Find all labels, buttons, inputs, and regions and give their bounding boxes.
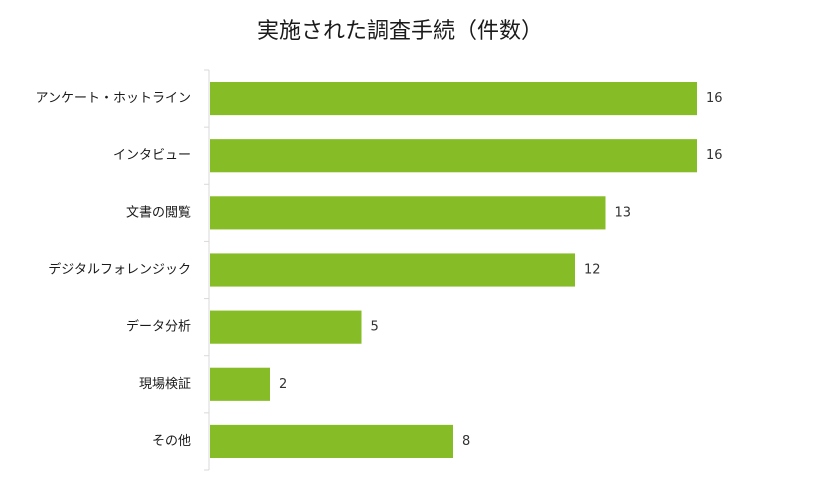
bars-layer [210,82,697,458]
bar-6 [210,367,270,401]
category-label: インタビュー [113,148,191,163]
data-label: 13 [615,205,632,220]
category-label: アンケート・ホットライン [36,91,191,106]
data-label: 2 [279,377,287,392]
bar-3 [210,196,606,230]
labels-layer: アンケート・ホットライン 16 インタビュー 16 文書の閲覧 13 デジタルフォレンジック… [36,91,723,449]
chart-title: 実施された調査手続（件数） [257,19,543,44]
data-label: 5 [371,320,379,335]
data-label: 12 [584,263,601,278]
bar-2 [210,139,697,173]
category-label: データ分析 [126,319,191,335]
data-label: 8 [462,434,470,449]
category-label: 文書の閲覧 [126,204,191,220]
category-label: デジタルフォレンジック [48,262,191,278]
axis-layer [204,69,210,471]
category-label: その他 [152,434,191,449]
category-label: 現場検証 [139,377,191,392]
bar-4 [210,253,575,287]
bar-5 [210,310,362,344]
bar-1 [210,82,697,116]
bar-7 [210,424,453,458]
data-label: 16 [706,148,723,163]
data-label: 16 [706,91,723,106]
